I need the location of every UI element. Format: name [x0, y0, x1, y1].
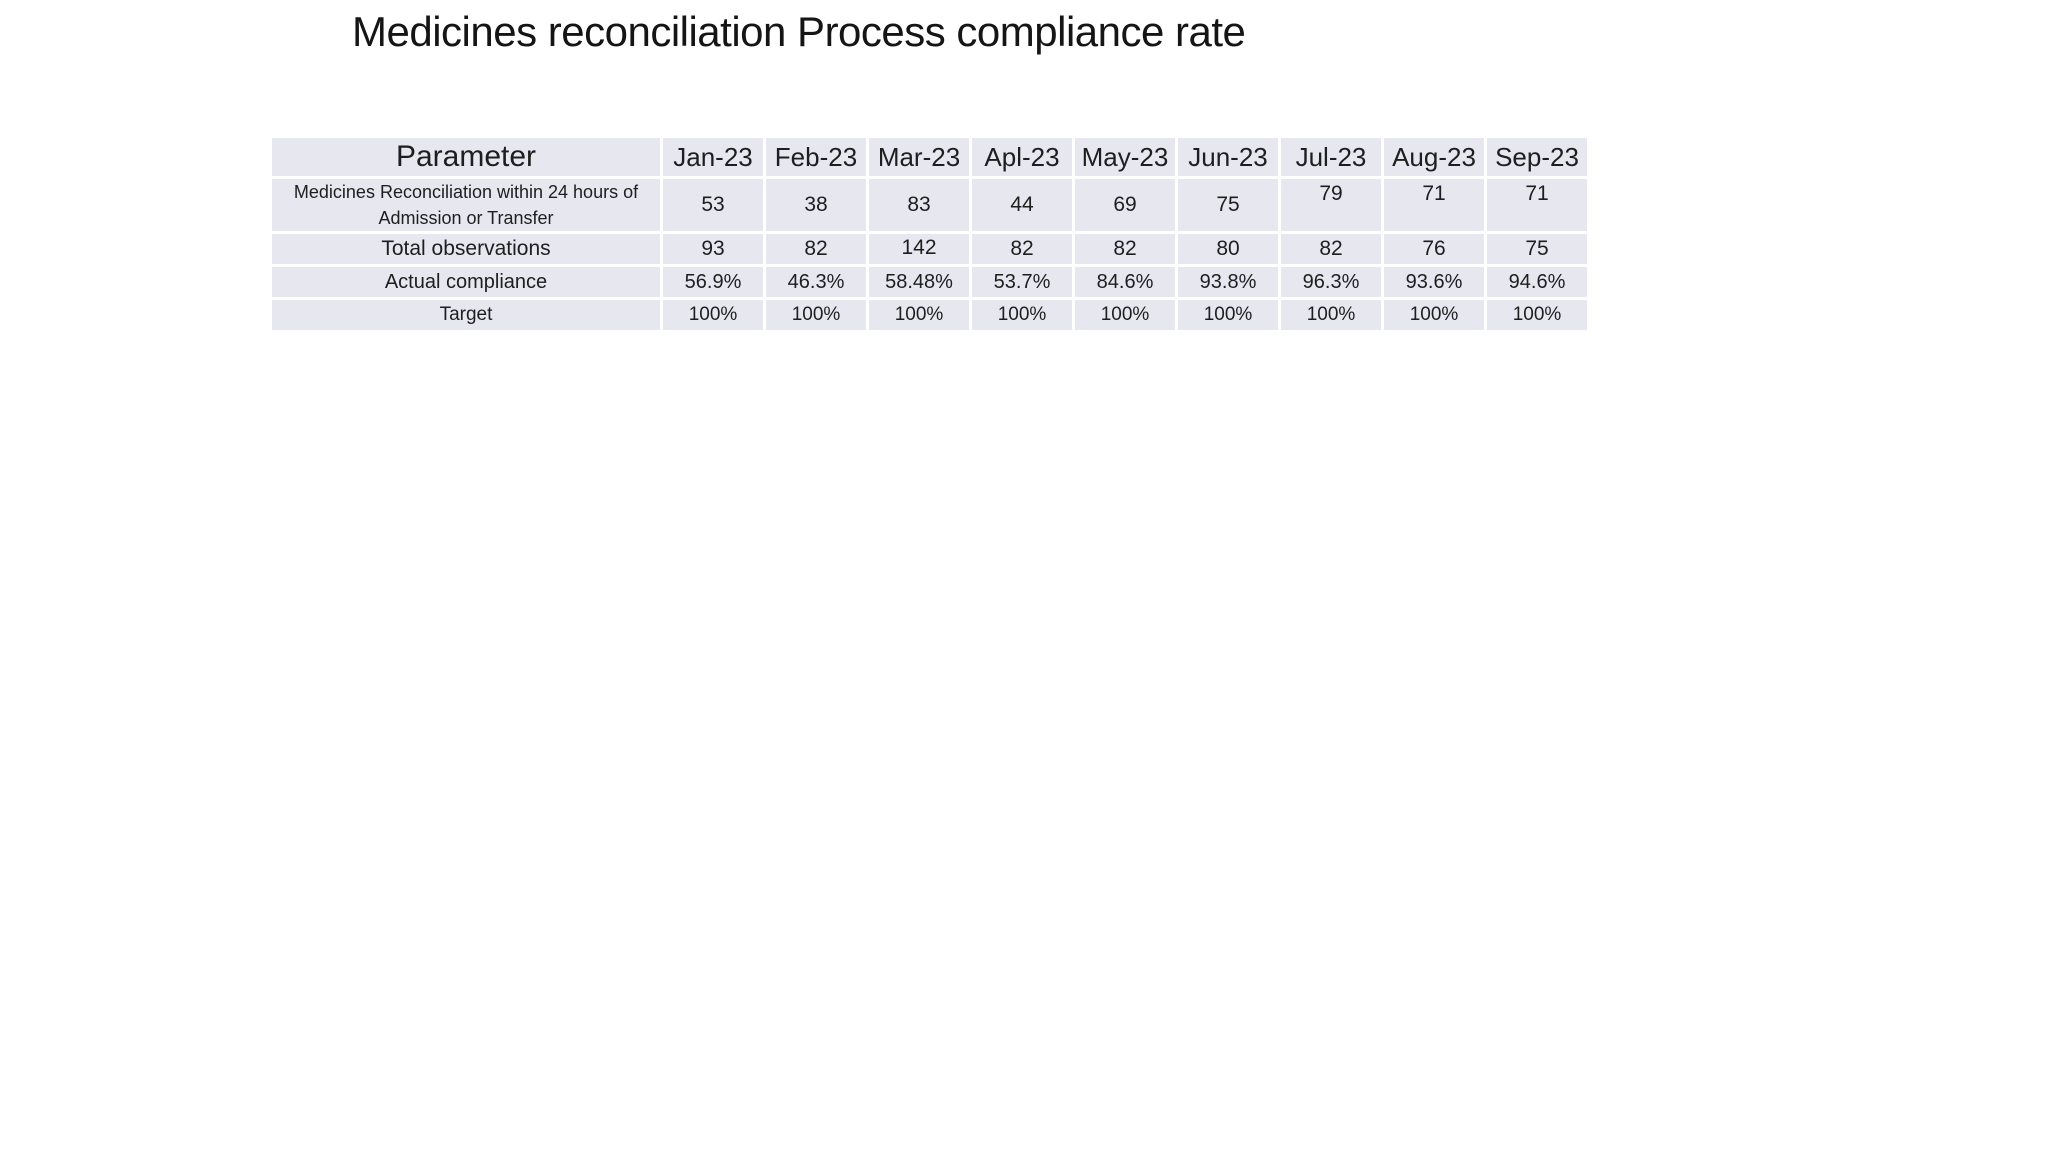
header-row: Parameter Jan-23 Feb-23 Mar-23 Apl-23 Ma… [272, 138, 1587, 176]
table-cell: 71 [1384, 179, 1484, 232]
table-cell: 58.48% [869, 267, 969, 298]
table-cell: 53 [663, 179, 763, 232]
row-label: Total observations [272, 234, 660, 265]
column-header-mar-23: Mar-23 [869, 138, 969, 176]
column-header-jul-23: Jul-23 [1281, 138, 1381, 176]
table-row-actual-compliance: Actual compliance 56.9% 46.3% 58.48% 53.… [272, 267, 1587, 298]
table-cell: 38 [766, 179, 866, 232]
table-cell: 93 [663, 234, 763, 265]
table-cell: 100% [972, 300, 1072, 331]
table-cell: 75 [1178, 179, 1278, 232]
table-cell: 56.9% [663, 267, 763, 298]
column-header-may-23: May-23 [1075, 138, 1175, 176]
table-cell: 82 [1075, 234, 1175, 265]
table-cell: 83 [869, 179, 969, 232]
table-cell: 100% [766, 300, 866, 331]
table-cell: 46.3% [766, 267, 866, 298]
table-cell: 100% [1281, 300, 1381, 331]
table-cell: 96.3% [1281, 267, 1381, 298]
table-cell: 80 [1178, 234, 1278, 265]
table-cell: 82 [766, 234, 866, 265]
table-cell: 76 [1384, 234, 1484, 265]
table-cell: 75 [1487, 234, 1587, 265]
table-cell: 142 [869, 234, 969, 265]
column-header-jun-23: Jun-23 [1178, 138, 1278, 176]
table-row-total-observations: Total observations 93 82 142 82 82 80 82… [272, 234, 1587, 265]
compliance-table: Parameter Jan-23 Feb-23 Mar-23 Apl-23 Ma… [269, 135, 1590, 334]
table-cell: 100% [869, 300, 969, 331]
table-cell: 71 [1487, 179, 1587, 232]
table-cell: 100% [1075, 300, 1175, 331]
table-cell: 79 [1281, 179, 1381, 232]
row-label: Actual compliance [272, 267, 660, 298]
table-cell: 82 [1281, 234, 1381, 265]
table-cell: 82 [972, 234, 1072, 265]
table-cell: 93.6% [1384, 267, 1484, 298]
row-label: Medicines Reconciliation within 24 hours… [272, 179, 660, 232]
column-header-feb-23: Feb-23 [766, 138, 866, 176]
column-header-jan-23: Jan-23 [663, 138, 763, 176]
page-title: Medicines reconciliation Process complia… [352, 8, 1246, 55]
table-cell: 69 [1075, 179, 1175, 232]
row-label: Target [272, 300, 660, 331]
table-cell: 93.8% [1178, 267, 1278, 298]
column-header-parameter: Parameter [272, 138, 660, 176]
table-cell: 94.6% [1487, 267, 1587, 298]
table-row-target: Target 100% 100% 100% 100% 100% 100% 100… [272, 300, 1587, 331]
table-cell: 100% [1178, 300, 1278, 331]
table-cell: 100% [1487, 300, 1587, 331]
table-cell: 44 [972, 179, 1072, 232]
table-cell: 84.6% [1075, 267, 1175, 298]
column-header-sep-23: Sep-23 [1487, 138, 1587, 176]
table-row-reconciliation-24h: Medicines Reconciliation within 24 hours… [272, 179, 1587, 232]
table-cell: 53.7% [972, 267, 1072, 298]
column-header-aug-23: Aug-23 [1384, 138, 1484, 176]
table-cell: 100% [663, 300, 763, 331]
row-label-text: Medicines Reconciliation within 24 hours… [293, 182, 639, 229]
table-cell: 100% [1384, 300, 1484, 331]
column-header-apl-23: Apl-23 [972, 138, 1072, 176]
